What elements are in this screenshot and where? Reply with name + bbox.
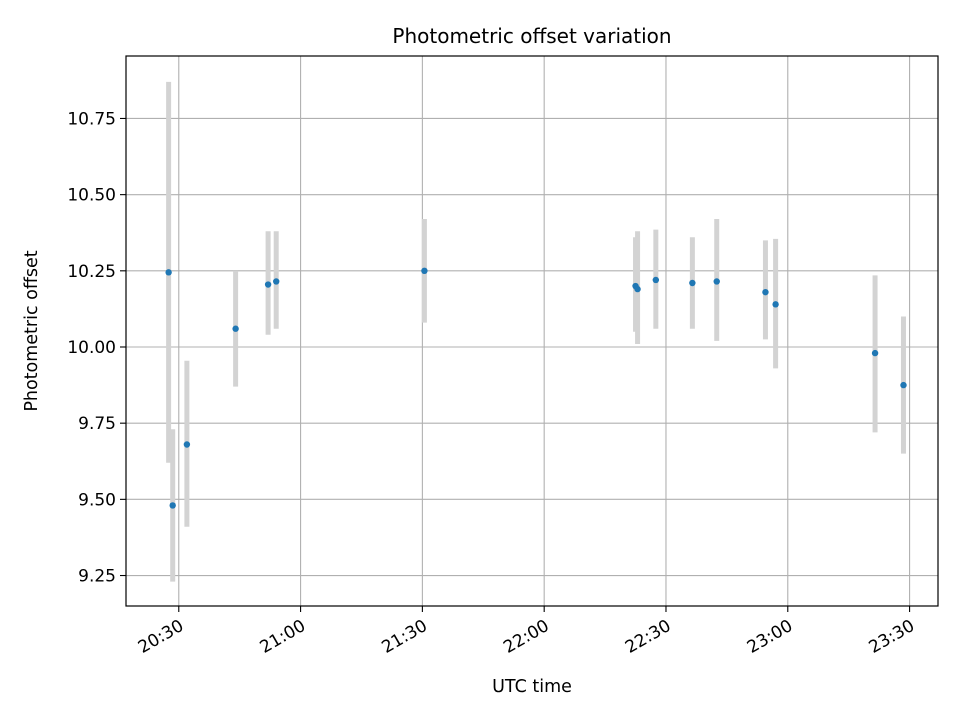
data-point	[900, 381, 907, 389]
y-tick-label: 10.75	[67, 109, 116, 129]
data-point	[634, 285, 641, 293]
grid	[126, 56, 938, 606]
data-point	[183, 441, 191, 448]
data-point	[165, 269, 172, 276]
y-tick-label: 10.25	[67, 262, 116, 282]
y-axis: 9.25 9.50 9.75 10.00 10.25 10.50 10.75	[67, 109, 126, 587]
y-tick-label: 10.50	[67, 186, 116, 206]
x-axis-title: UTC time	[492, 677, 572, 697]
data-point	[762, 288, 769, 296]
plot-frame	[125, 55, 939, 607]
data-point	[713, 278, 720, 285]
data-point	[232, 325, 239, 332]
y-tick-label: 9.50	[78, 490, 116, 510]
data-point	[421, 267, 428, 275]
data-point	[273, 278, 280, 285]
data-point	[689, 279, 696, 287]
data-points	[165, 267, 907, 509]
y-axis-title: Photometric offset	[22, 250, 42, 411]
data-point	[264, 281, 272, 288]
plot-area	[126, 56, 938, 606]
data-point	[871, 349, 879, 357]
data-point	[169, 502, 176, 509]
data-point	[772, 301, 779, 308]
chart-title: Photometric offset variation	[392, 24, 671, 48]
y-tick-label: 9.25	[78, 567, 116, 587]
y-tick-label: 9.75	[78, 414, 116, 434]
data-point	[652, 276, 660, 284]
y-tick-label: 10.00	[67, 338, 116, 358]
